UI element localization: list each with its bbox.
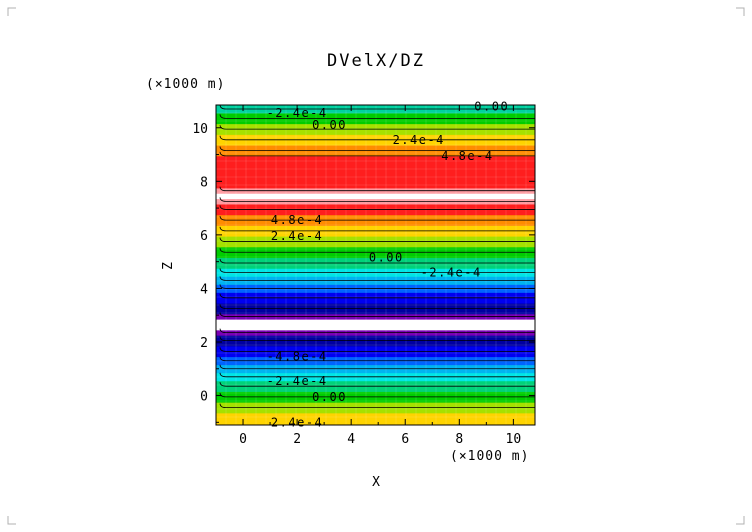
contour-line-5: [219, 356, 535, 362]
contour-line-11: [219, 293, 535, 299]
contour-label-0: 0.00: [474, 99, 509, 113]
x-axis-label: X: [372, 475, 380, 490]
contour-line-13: [219, 276, 535, 281]
contour-line-8: [219, 328, 535, 334]
contour-line-12: [219, 284, 535, 289]
contour-line-6: [219, 347, 535, 352]
contour-line-20: [219, 205, 535, 210]
plot-frame: [215, 104, 536, 426]
contour-line-9: [219, 312, 535, 317]
x-tick-label: 4: [347, 432, 355, 447]
contour-line-27: [219, 114, 535, 119]
plot-area: 0.00-2.4e-40.002.4e-44.8e-44.8e-42.4e-40…: [192, 99, 536, 447]
chart-title: DVelX/DZ: [327, 51, 425, 71]
contour-label-8: -2.4e-4: [421, 265, 482, 279]
color-band-0: [216, 412, 535, 426]
contour-label-7: 0.00: [369, 251, 404, 265]
contour-line-18: [219, 226, 535, 232]
contour-label-3: 2.4e-4: [393, 133, 445, 147]
contour-line-24: [219, 146, 535, 151]
contour-line-28: [219, 104, 535, 110]
y-tick-label: 0: [200, 390, 208, 405]
contour-line-4: [219, 364, 535, 370]
contour-label-5: 4.8e-4: [271, 213, 323, 227]
x-tick-label: 0: [239, 432, 247, 447]
y-tick-label: 10: [192, 122, 208, 137]
y-axis-unit: (×1000 m): [146, 77, 225, 92]
contour-label-9: -4.8e-4: [267, 350, 328, 364]
contour-label-12: 2.4e-4: [271, 415, 323, 429]
contour-label-4: 4.8e-4: [441, 149, 493, 163]
contour-line-25: [219, 135, 535, 141]
contour-line-3: [219, 372, 535, 378]
x-tick-label: 6: [401, 432, 409, 447]
contour-line-17: [219, 237, 535, 242]
contour-labels: 0.00-2.4e-40.002.4e-44.8e-44.8e-42.4e-40…: [267, 99, 509, 429]
axis-ticks: 0 2 4 6 8 10 0 2 4 6 8 10: [192, 105, 535, 447]
contour-lines: [219, 104, 535, 408]
y-tick-label: 8: [200, 175, 208, 190]
y-tick-label: 4: [200, 282, 208, 297]
x-tick-label: 2: [293, 432, 301, 447]
contour-line-21: [219, 197, 535, 202]
contour-label-11: 0.00: [312, 390, 347, 404]
contour-line-7: [219, 336, 535, 342]
x-tick-label: 8: [455, 432, 463, 447]
contour-line-26: [219, 125, 535, 130]
contour-line-14: [219, 268, 535, 273]
contour-label-2: 0.00: [312, 118, 347, 132]
contour-line-22: [219, 186, 535, 192]
contour-line-16: [219, 248, 535, 253]
y-tick-label: 6: [200, 229, 208, 244]
contour-line-0: [219, 403, 535, 408]
corner-marks: [7, 7, 745, 525]
contour-line-10: [219, 304, 535, 309]
contour-line-19: [219, 216, 535, 221]
contour-label-10: -2.4e-4: [267, 374, 328, 388]
contour-line-1: [219, 392, 535, 398]
color-band-10: [216, 319, 535, 331]
contour-line-23: [219, 151, 535, 157]
y-axis-label: Z: [161, 262, 176, 270]
x-tick-label: 10: [506, 432, 522, 447]
color-band-26: [216, 155, 535, 189]
contour-line-15: [219, 258, 535, 264]
x-axis-unit: (×1000 m): [450, 449, 529, 464]
contour-label-6: 2.4e-4: [271, 229, 323, 243]
contour-label-1: -2.4e-4: [267, 106, 328, 120]
color-band-24: [216, 193, 535, 200]
y-tick-label: 2: [200, 336, 208, 351]
contour-line-2: [219, 382, 535, 387]
